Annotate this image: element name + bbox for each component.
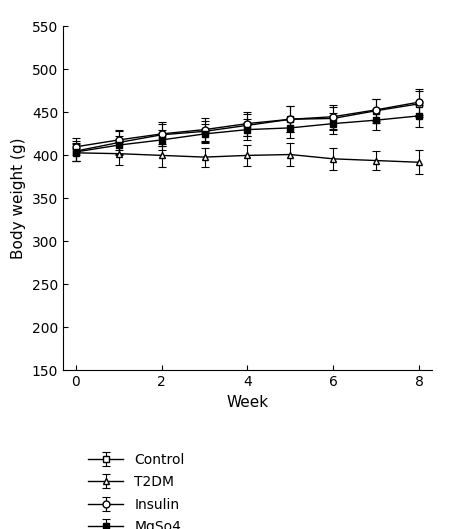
Y-axis label: Body weight (g): Body weight (g) <box>11 138 26 259</box>
X-axis label: Week: Week <box>226 395 269 410</box>
Legend: Control, T2DM, Insulin, MgSo4: Control, T2DM, Insulin, MgSo4 <box>88 453 184 529</box>
